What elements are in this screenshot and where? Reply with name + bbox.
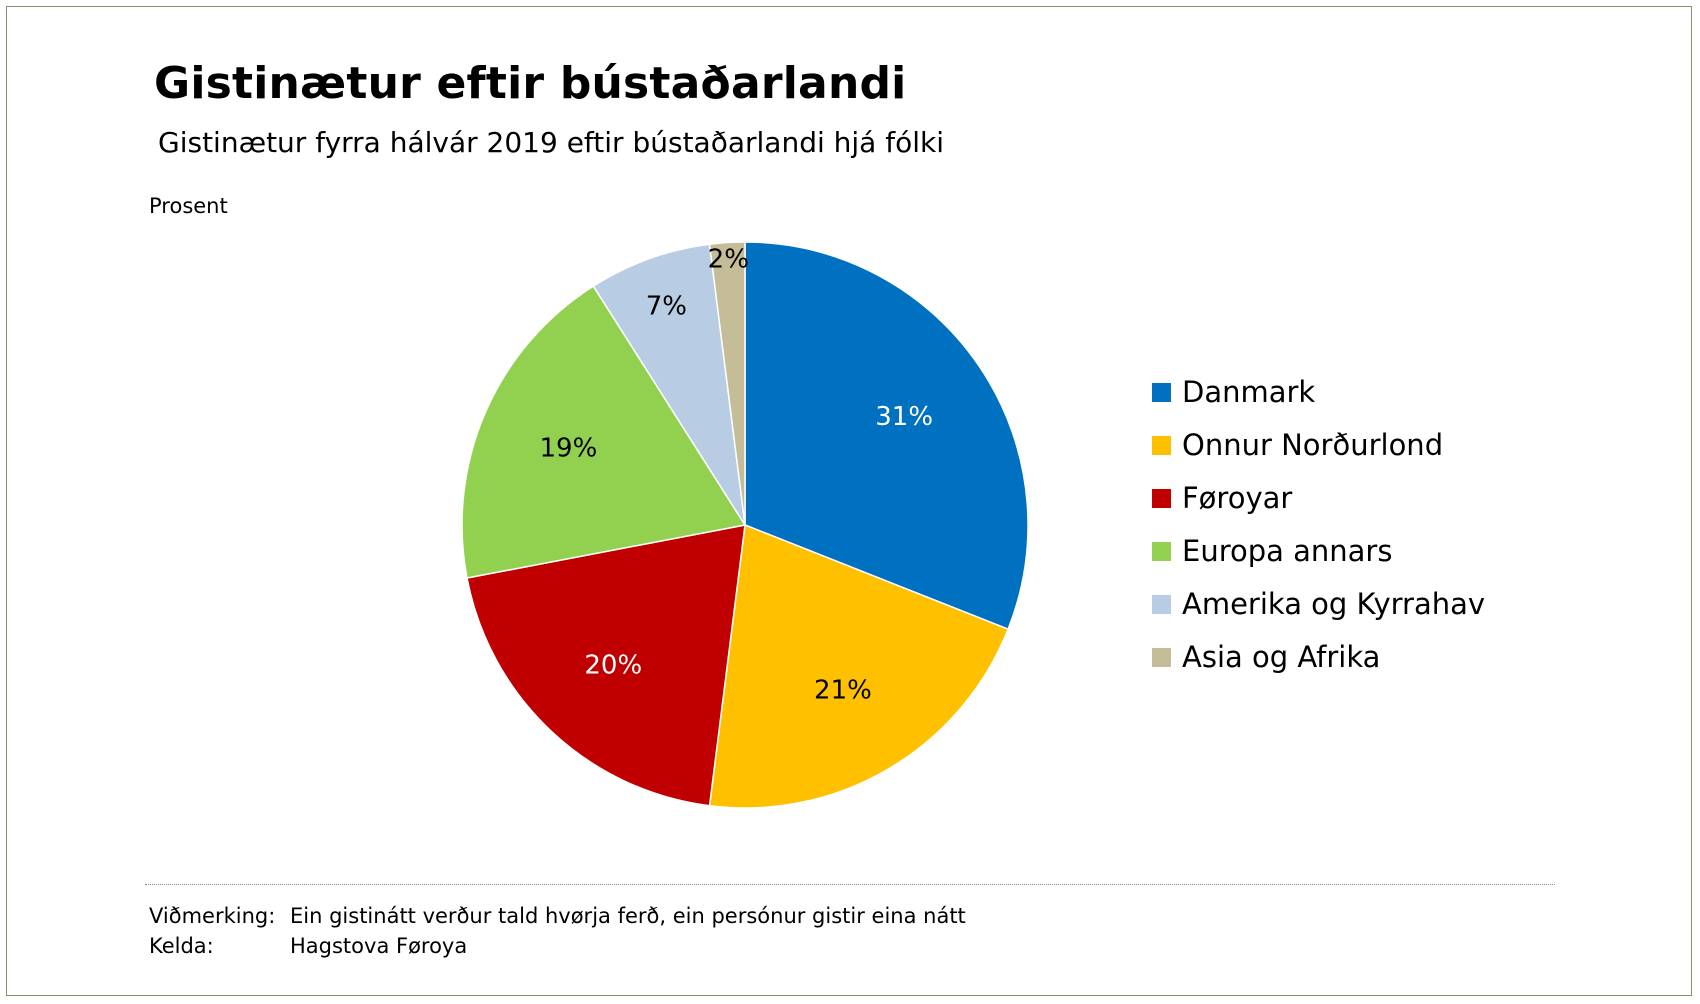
unit-label: Prosent bbox=[149, 194, 228, 218]
pie-slice-4 bbox=[592, 243, 746, 526]
legend-swatch bbox=[1152, 436, 1171, 455]
legend-label: Onnur Norðurlond bbox=[1182, 428, 1444, 462]
legend-swatch bbox=[1152, 542, 1171, 561]
pie-slice-0 bbox=[744, 241, 1029, 631]
remark-label: Viðmerking: bbox=[149, 904, 276, 928]
chart-subtitle: Gistinætur fyrra hálvár 2019 eftir bústa… bbox=[158, 126, 944, 159]
legend-swatch bbox=[1152, 383, 1171, 402]
data-label-1: 21% bbox=[814, 676, 872, 706]
data-label-2: 20% bbox=[584, 650, 642, 680]
data-label-3: 19% bbox=[539, 434, 597, 464]
source-text: Hagstova Føroya bbox=[290, 934, 468, 958]
legend-swatch bbox=[1152, 489, 1171, 508]
legend-label: Asia og Afrika bbox=[1182, 640, 1381, 674]
legend-swatch bbox=[1152, 648, 1171, 667]
data-label-0: 31% bbox=[875, 402, 933, 432]
legend-label: Europa annars bbox=[1182, 534, 1393, 568]
pie-slice-1 bbox=[708, 523, 1010, 809]
legend-label: Føroyar bbox=[1182, 481, 1293, 515]
data-label-4: 7% bbox=[646, 292, 687, 322]
footer-divider bbox=[145, 884, 1555, 885]
pie-slice-3 bbox=[461, 285, 747, 579]
pie-chart: 31% 21% 20% 19% 7% 2% bbox=[461, 241, 1029, 809]
legend-swatch bbox=[1152, 595, 1171, 614]
remark-text: Ein gistinátt verður tald hvørja ferð, e… bbox=[290, 904, 966, 928]
data-label-5: 2% bbox=[708, 245, 749, 275]
legend-label: Danmark bbox=[1182, 375, 1316, 409]
chart-title: Gistinætur eftir bústaðarlandi bbox=[154, 58, 907, 109]
source-label: Kelda: bbox=[149, 934, 214, 958]
pie-slice-2 bbox=[466, 524, 746, 807]
legend-label: Amerika og Kyrrahav bbox=[1182, 587, 1486, 621]
pie-slice-5 bbox=[708, 241, 746, 526]
